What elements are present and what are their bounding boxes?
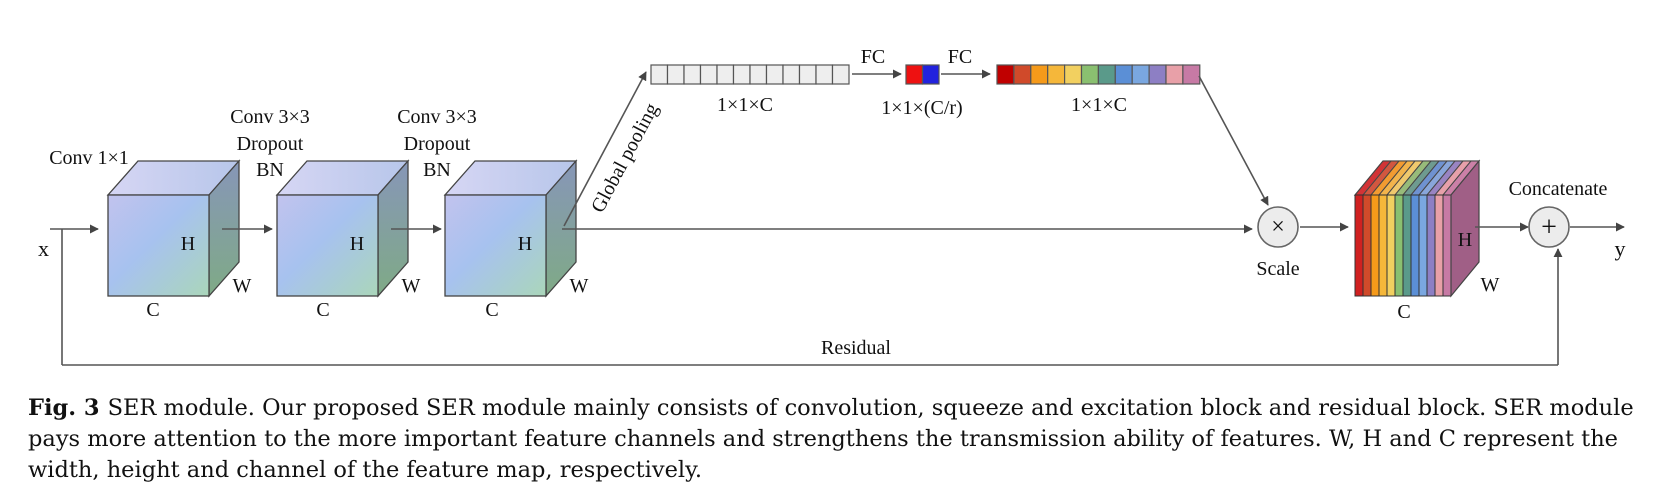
output-side-face <box>1450 159 1480 298</box>
excitation-vector-cell <box>1097 64 1116 85</box>
fc2-label: FC <box>948 46 972 68</box>
excitation-vector <box>996 64 1201 85</box>
output-channel-slice <box>1426 194 1436 297</box>
excitation-vector-cell <box>1030 64 1049 85</box>
squeeze-vector-cell <box>815 64 834 85</box>
excitation-vector-cell <box>996 64 1015 85</box>
squeeze-vector-label: 1×1×C <box>717 94 773 116</box>
block3-op-label-3: BN <box>423 159 451 181</box>
excitation-vector-cell <box>1047 64 1066 85</box>
ser-module-diagram: x Residual Conv 1×1 H W C Conv 3×3 Dropo… <box>38 46 1626 366</box>
output-channel-slice <box>1386 194 1396 297</box>
scale-node <box>1257 206 1299 248</box>
squeeze-vector-cell <box>716 64 735 85</box>
global-pooling-arrow <box>563 71 647 227</box>
squeeze-vector-cell <box>699 64 718 85</box>
squeeze-vector-cell <box>798 64 817 85</box>
reduced-vector-cell <box>921 64 940 85</box>
squeeze-vector-cell <box>732 64 751 85</box>
block3-width-label: W <box>570 275 589 297</box>
excitation-vector-cell <box>1182 64 1201 85</box>
excitation-vector-cell <box>1063 64 1083 85</box>
block1-channel-label: C <box>146 299 159 321</box>
excitation-vector-cell <box>1114 64 1133 85</box>
output-channel-slice <box>1442 194 1452 297</box>
output-label: y <box>1615 236 1626 261</box>
output-channel-slice <box>1402 194 1412 297</box>
block2-op-label-3: BN <box>256 159 284 181</box>
output-channel-slice <box>1370 194 1380 297</box>
concatenate-label: Concatenate <box>1509 178 1608 200</box>
excitation-vector-cell <box>1013 64 1032 85</box>
squeeze-vector <box>650 64 850 85</box>
squeeze-vector-cell <box>765 64 784 85</box>
block2-channel-label: C <box>316 299 329 321</box>
output-channel-slice <box>1434 194 1444 297</box>
block3-height-label: H <box>518 233 532 255</box>
output-channel-slice <box>1362 194 1372 297</box>
excitation-vector-cell <box>1165 64 1184 85</box>
scale-symbol: × <box>1271 214 1285 240</box>
conv1x1-block <box>106 159 241 298</box>
squeeze-vector-cell <box>683 64 702 85</box>
figure-caption: Fig. 3 SER module. Our proposed SER modul… <box>28 393 1638 486</box>
block3-op-label-1: Conv 3×3 <box>397 106 477 128</box>
block1-height-label: H <box>181 233 195 255</box>
concatenate-node <box>1528 206 1570 248</box>
concatenate-symbol: + <box>1541 212 1557 243</box>
global-pooling-label: Global pooling <box>587 100 663 217</box>
recalibrated-feature-map <box>1353 159 1481 298</box>
output-channel-slice <box>1410 194 1420 297</box>
squeeze-vector-cell <box>666 64 685 85</box>
caption-text: SER module. Our proposed SER module main… <box>28 395 1634 483</box>
conv3x3-block-1 <box>275 159 410 298</box>
output-channel-slice <box>1418 194 1428 297</box>
output-height-label: H <box>1458 229 1472 251</box>
reduced-vector <box>905 64 940 85</box>
scale-label: Scale <box>1256 258 1299 280</box>
output-channel-slice <box>1378 194 1388 297</box>
squeeze-vector-cell <box>782 64 801 85</box>
excitation-to-scale-arrow <box>1198 75 1269 206</box>
block2-op-label-1: Conv 3×3 <box>230 106 310 128</box>
reduced-vector-label: 1×1×(C/r) <box>881 97 962 119</box>
fc1-label: FC <box>861 46 885 68</box>
reduced-vector-cell <box>905 64 924 85</box>
excitation-vector-cell <box>1148 64 1167 85</box>
output-width-label: W <box>1481 274 1500 296</box>
squeeze-vector-cell <box>749 64 768 85</box>
residual-label: Residual <box>821 337 891 359</box>
block3-channel-label: C <box>485 299 498 321</box>
conv3x3-block-2 <box>443 159 578 298</box>
excitation-vector-label: 1×1×C <box>1071 94 1127 116</box>
figure-label: Fig. 3 <box>28 395 100 421</box>
squeeze-vector-cell <box>650 64 669 85</box>
block1-op-label: Conv 1×1 <box>49 147 129 169</box>
excitation-vector-cell <box>1080 64 1099 85</box>
block2-op-label-2: Dropout <box>237 133 304 155</box>
block2-width-label: W <box>402 275 421 297</box>
output-channel-slice <box>1354 194 1364 297</box>
squeeze-vector-cell <box>831 64 850 85</box>
excitation-vector-cell <box>1131 64 1150 85</box>
block2-height-label: H <box>350 233 364 255</box>
input-label: x <box>38 236 49 261</box>
output-channel-label: C <box>1397 301 1410 323</box>
block1-width-label: W <box>233 275 252 297</box>
block3-op-label-2: Dropout <box>404 133 471 155</box>
output-channel-slice <box>1394 194 1404 297</box>
